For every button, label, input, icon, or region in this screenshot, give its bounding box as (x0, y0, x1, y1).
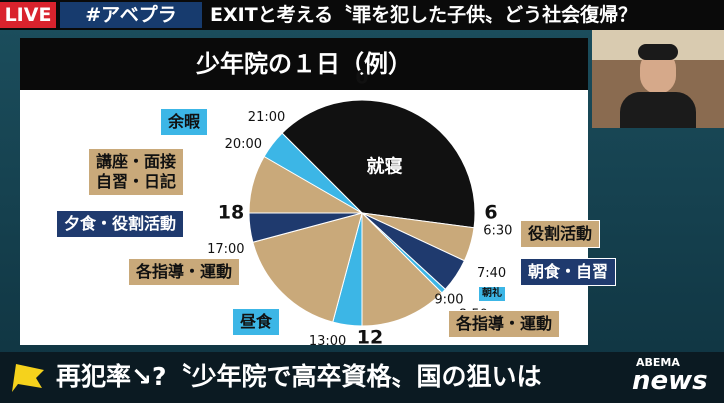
bottom-bar (0, 352, 724, 403)
logo-top: ABEMA (636, 356, 680, 369)
slice-label: 講座・面接 自習・日記 (88, 148, 185, 196)
pie-slice (281, 99, 476, 229)
pie-slice (263, 132, 363, 214)
caption: 再犯率↘?〝少年院で高卒資格〟国の狙いは (56, 362, 542, 391)
slice-label: 余暇 (160, 108, 209, 136)
pie-slice (361, 211, 443, 327)
time-label: 13:00 (309, 334, 346, 349)
chart-title: 少年院の１日（例） (20, 38, 588, 90)
hour-tick-label: 18 (218, 202, 244, 224)
time-label: 21:00 (248, 110, 285, 125)
slice-label: 昼食 (232, 308, 281, 336)
pie-slice (252, 212, 363, 323)
slice-label: 就寝 (366, 155, 402, 177)
time-label: 17:00 (207, 242, 244, 257)
slice-label: 各指導・運動 (128, 258, 241, 286)
slice-label: 朝礼 (478, 286, 506, 302)
time-label: 7:40 (477, 266, 506, 281)
headline: EXITと考える〝罪を犯した子供〟どう社会復帰？ (210, 4, 638, 26)
slice-label: 役割活動 (520, 220, 601, 248)
time-label: 20:00 (225, 137, 262, 152)
flag-icon (12, 364, 44, 392)
slice-label: 各指導・運動 (448, 310, 561, 338)
time-label: 9:00 (434, 292, 463, 307)
webcam (592, 30, 724, 128)
logo-bottom: news (632, 366, 708, 396)
hour-tick-label: 6 (484, 202, 497, 224)
live-badge: LIVE (0, 2, 56, 28)
time-label: 6:30 (483, 223, 512, 238)
slice-label: 朝食・自習 (520, 258, 617, 286)
slice-label: 夕食・役割活動 (56, 210, 185, 238)
hour-tick-label: 0 (355, 67, 368, 89)
hashtag: #アベプラ (60, 2, 202, 28)
hour-tick-label: 12 (357, 327, 383, 349)
